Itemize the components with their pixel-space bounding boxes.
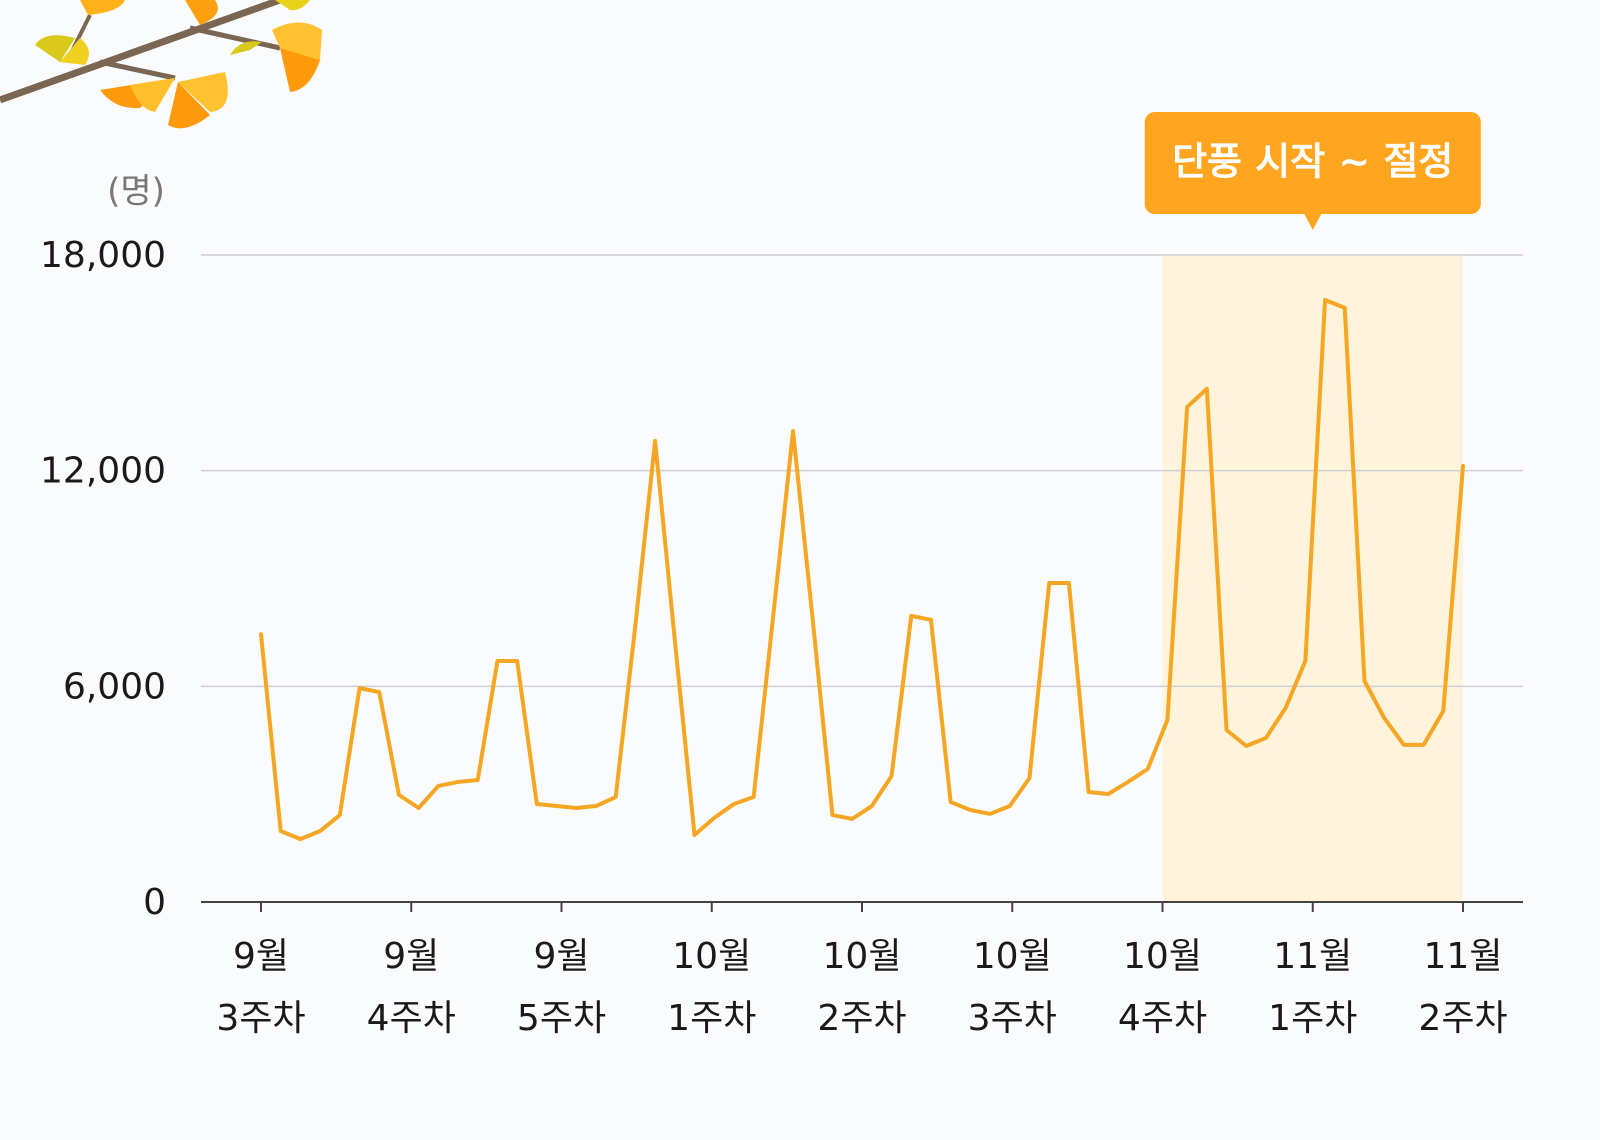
x-tick-label: 4주차: [1118, 998, 1207, 1039]
x-tick-label: 1주차: [1268, 998, 1357, 1039]
x-tick-label: 11월: [1273, 936, 1352, 977]
x-tick-label: 9월: [383, 936, 439, 977]
callout-label: 단풍 시작 ~ 절정: [1172, 140, 1453, 184]
y-tick-label: 6,000: [63, 666, 166, 707]
x-tick-label: 1주차: [667, 998, 756, 1039]
x-tick-label: 3주차: [216, 998, 305, 1039]
x-tick-label: 2주차: [817, 998, 906, 1039]
x-tick-label: 9월: [533, 936, 589, 977]
x-tick-label: 10월: [1123, 936, 1202, 977]
highlight-band: [1162, 255, 1463, 902]
x-tick-label: 2주차: [1418, 998, 1507, 1039]
x-tick-label: 11월: [1424, 936, 1503, 977]
ginkgo-decoration: [0, 0, 322, 129]
x-tick-label: 3주차: [968, 998, 1057, 1039]
y-tick-label: 0: [143, 882, 166, 923]
unit-label: (명): [107, 172, 165, 212]
data-line: [259, 297, 1465, 842]
y-tick-label: 18,000: [40, 235, 166, 276]
highlight-callout: [1144, 112, 1481, 214]
x-tick-label: 4주차: [367, 998, 456, 1039]
x-tick-label: 10월: [823, 936, 902, 977]
x-tick-label: 10월: [973, 936, 1052, 977]
x-tick-label: 9월: [233, 936, 289, 977]
callout-pointer: [1303, 213, 1322, 230]
y-tick-label: 12,000: [40, 451, 166, 492]
x-tick-label: 10월: [672, 936, 751, 977]
x-tick-label: 5주차: [517, 998, 606, 1039]
